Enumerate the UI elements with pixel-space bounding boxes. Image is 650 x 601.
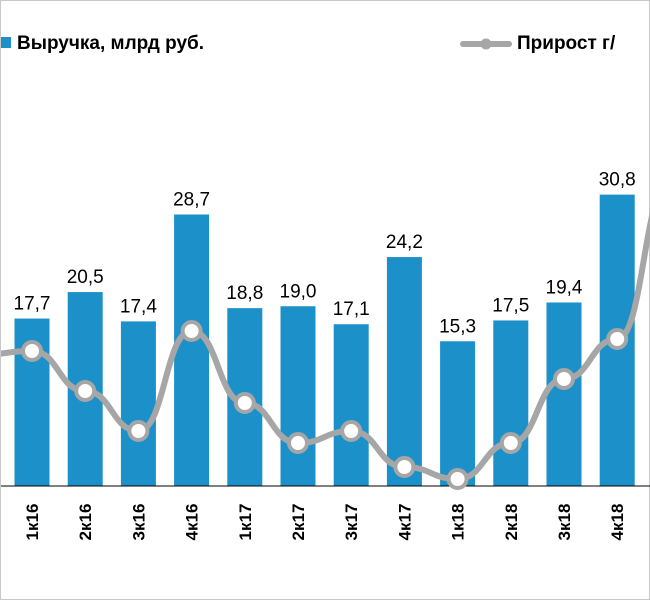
bar-1к18 bbox=[440, 341, 476, 486]
x-tick-label: 2к16 bbox=[76, 504, 95, 541]
bar-value-label: 19,0 bbox=[280, 281, 317, 302]
bar-value-label: 17,5 bbox=[492, 295, 529, 316]
bar-2к17 bbox=[280, 306, 316, 486]
bar-value-label: 17,1 bbox=[333, 299, 370, 320]
bar-value-label: 28,7 bbox=[173, 189, 210, 210]
bar-value-label: 19,4 bbox=[546, 277, 583, 298]
bar-value-label: 17,4 bbox=[120, 296, 157, 317]
legend-bar-swatch bbox=[1, 37, 11, 48]
x-axis-ticks: 1к16 2к16 3к16 4к16 1к17 2к17 3к17 4к17 1к18 2к18… bbox=[23, 504, 627, 541]
growth-point-3к17 bbox=[340, 420, 363, 442]
legend: Выручка, млрд руб. Прирост г/ bbox=[1, 33, 616, 54]
x-tick-label: 4к16 bbox=[183, 504, 202, 541]
x-tick-label: 2к17 bbox=[289, 504, 308, 541]
x-tick-label: 3к16 bbox=[129, 504, 148, 541]
growth-point-4к16 bbox=[180, 320, 203, 342]
bar-value-label: 15,3 bbox=[439, 316, 476, 337]
growth-point-3к16 bbox=[127, 420, 150, 442]
growth-point-1к16 bbox=[21, 340, 43, 362]
x-tick-label: 3к18 bbox=[555, 504, 574, 541]
growth-line-series bbox=[1, 211, 650, 490]
x-tick-label: 3к17 bbox=[342, 504, 361, 541]
growth-point-2к18 bbox=[499, 432, 522, 454]
bar-3к18 bbox=[546, 302, 582, 486]
x-tick-label: 2к18 bbox=[502, 504, 521, 541]
bar-4к17 bbox=[386, 257, 422, 486]
bar-value-label: 24,2 bbox=[386, 232, 423, 253]
growth-point-4к17 bbox=[393, 456, 416, 478]
bar-value-label: 18,8 bbox=[226, 283, 263, 304]
x-tick-label: 1к16 bbox=[23, 504, 42, 541]
bar-value-label: 20,5 bbox=[67, 267, 104, 288]
bar-value-label: 17,7 bbox=[14, 294, 51, 315]
x-tick-label: 4к17 bbox=[395, 504, 414, 541]
growth-point-2к16 bbox=[74, 380, 97, 402]
x-tick-label: 1к18 bbox=[449, 504, 468, 541]
bar-4к16 bbox=[174, 214, 210, 487]
legend-line-label: Прирост г/ bbox=[517, 33, 616, 54]
legend-line-marker bbox=[480, 38, 492, 50]
growth-point-1к17 bbox=[233, 392, 256, 414]
legend-bar-label: Выручка, млрд руб. bbox=[17, 33, 204, 54]
x-tick-label: 4к18 bbox=[608, 504, 627, 541]
growth-point-4к18 bbox=[606, 328, 629, 350]
growth-point-1к18 bbox=[446, 468, 469, 490]
x-tick-label: 1к17 bbox=[236, 504, 255, 541]
bar-data-labels: 17,7 20,5 17,4 28,7 18,8 19,0 17,1 24,2 15,3 17,5… bbox=[14, 170, 636, 338]
bar-3к16 bbox=[120, 321, 156, 486]
bar-3к17 bbox=[333, 324, 369, 486]
bar-2к18 bbox=[493, 320, 529, 486]
growth-point-2к17 bbox=[287, 432, 309, 454]
bar-value-label: 30,8 bbox=[599, 170, 636, 191]
bar-series bbox=[14, 194, 635, 487]
growth-point-3к18 bbox=[553, 368, 575, 390]
